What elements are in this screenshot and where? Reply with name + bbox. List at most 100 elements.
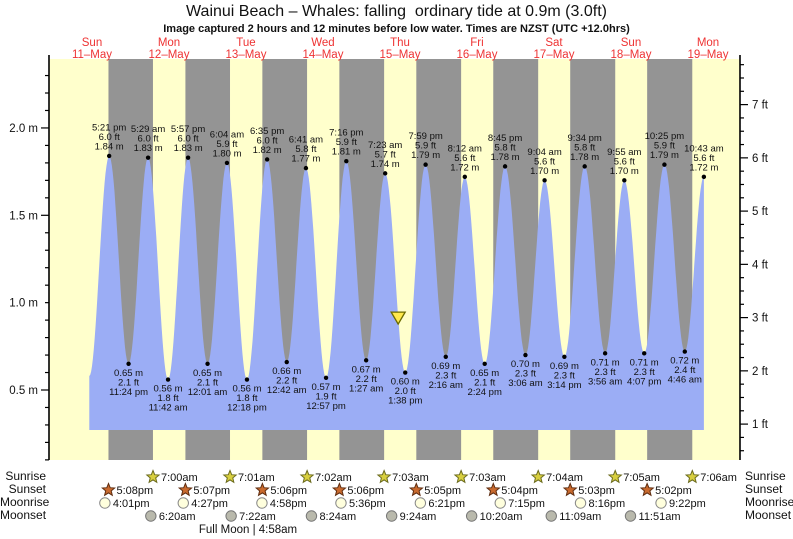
sunrise-row-label-left: Sunrise: [5, 469, 46, 483]
moonset-icon: [465, 510, 478, 522]
sunrise-time: 7:04am: [546, 472, 583, 484]
high-tide-annotation: 6:41 am 5.8 ft 1.77 m: [289, 135, 323, 165]
sunset-time: 5:06pm: [347, 485, 384, 497]
high-tide-annotation: 5:57 pm 6.0 ft 1.83 m: [171, 124, 205, 154]
tide-extreme-dot: [523, 352, 528, 358]
high-tide-annotation: 9:04 am 5.6 ft 1.70 m: [527, 147, 561, 177]
moonrise-icon: [655, 497, 667, 509]
tide-extreme-dot: [205, 361, 210, 366]
tide-extreme-dot: [602, 351, 608, 356]
moonset-time: 11:51am: [639, 511, 681, 523]
tide-extreme-dot: [264, 157, 270, 162]
day-name-label: Fri: [470, 37, 483, 49]
feet-tick-label: 4 ft: [752, 259, 769, 271]
low-tide-annotation: 0.56 m 1.8 ft 12:18 pm: [227, 384, 267, 414]
high-tide-annotation: 7:16 pm 5.9 ft 1.81 m: [329, 128, 363, 158]
moonset-icon: [545, 510, 557, 522]
high-tide-annotation: 7:23 am 5.7 ft 1.74 m: [368, 140, 402, 170]
sunrise-icon: [222, 469, 238, 484]
tide-extreme-dot: [382, 171, 388, 176]
tide-extreme-dot: [502, 164, 508, 169]
moonset-icon: [385, 510, 398, 522]
day-name-label: Sun: [82, 37, 102, 49]
low-tide-annotation: 0.66 m 2.2 ft 12:42 am: [267, 366, 307, 396]
low-tide-annotation: 0.71 m 2.3 ft 4:07 pm: [627, 357, 661, 387]
tide-extreme-dot: [126, 361, 131, 366]
day-date-label: 19–May: [688, 49, 729, 61]
high-tide-annotation: 7:59 pm 5.9 ft 1.79 m: [408, 131, 442, 161]
moonrise-icon: [99, 497, 111, 509]
moonset-time: 7:22am: [239, 511, 276, 523]
feet-tick-label: 7 ft: [752, 100, 769, 112]
high-tide-annotation: 8:12 am 5.6 ft 1.72 m: [448, 143, 482, 173]
sunset-time: 5:06pm: [270, 485, 307, 497]
current-tide-marker-icon: [390, 311, 407, 326]
day-date-label: 18–May: [611, 49, 652, 61]
tide-extreme-dot: [462, 174, 468, 180]
tide-extreme-dot: [323, 375, 329, 380]
low-tide-annotation: 0.56 m 1.8 ft 11:42 am: [149, 384, 188, 414]
high-tide-annotation: 9:55 am 5.6 ft 1.70 m: [607, 147, 641, 177]
day-date-label: 16–May: [457, 49, 498, 61]
tide-extreme-dot: [701, 174, 707, 180]
high-tide-annotation: 8:45 pm 5.8 ft 1.78 m: [488, 133, 522, 163]
low-tide-annotation: 0.69 m 2.3 ft 2:16 am: [429, 361, 463, 391]
moonset-icon: [225, 510, 237, 522]
moonset-icon: [624, 510, 637, 522]
tide-extreme-dot: [244, 377, 250, 382]
sunset-time: 5:08pm: [116, 485, 153, 497]
feet-tick-label: 6 ft: [752, 153, 769, 165]
tide-extreme-dot: [622, 178, 627, 183]
day-date-label: 11–May: [72, 49, 112, 61]
tide-extreme-dot: [482, 361, 487, 366]
page-title: Wainui Beach – Whales: falling ordinary …: [186, 3, 607, 20]
sunset-icon: [485, 482, 501, 497]
low-tide-annotation: 0.57 m 1.9 ft 12:57 pm: [306, 382, 346, 412]
moonrise-time: 5:36pm: [349, 498, 386, 510]
moonset-time: 8:24am: [319, 511, 356, 523]
moonset-row-label-right: Moonset: [745, 508, 792, 522]
sunrise-row-label-right: Sunrise: [745, 469, 786, 483]
sunset-time: 5:03pm: [578, 485, 615, 497]
moonrise-time: 9:22pm: [669, 498, 706, 510]
tide-extreme-dot: [145, 155, 151, 160]
sunrise-time: 7:01am: [238, 472, 275, 484]
sunrise-icon: [607, 469, 623, 484]
sunset-icon: [562, 482, 578, 497]
low-tide-annotation: 0.72 m 2.4 ft 4:46 am: [668, 356, 702, 386]
meter-tick-label: 1.0 m: [9, 298, 38, 310]
low-tide-annotation: 0.71 m 2.3 ft 3:56 am: [588, 357, 622, 387]
sunrise-icon: [453, 469, 469, 484]
feet-tick-label: 2 ft: [752, 366, 769, 378]
moonset-time: 9:24am: [400, 511, 437, 523]
sunrise-time: 7:06am: [700, 472, 737, 484]
tide-extreme-dot: [363, 358, 369, 363]
high-tide-annotation: 5:21 pm 6.0 ft 1.84 m: [92, 122, 126, 152]
sunset-time: 5:07pm: [193, 485, 230, 497]
feet-tick-label: 5 ft: [752, 206, 769, 218]
moonset-icon: [305, 510, 318, 522]
low-tide-annotation: 0.69 m 2.3 ft 3:14 pm: [547, 361, 581, 391]
moonset-icon: [145, 510, 157, 522]
day-date-label: 12–May: [149, 49, 190, 61]
sunset-icon: [254, 482, 270, 497]
moonrise-icon: [256, 497, 268, 509]
meter-tick-label: 1.5 m: [9, 210, 38, 222]
low-tide-annotation: 0.67 m 2.2 ft 1:27 am: [349, 364, 383, 394]
moonrise-icon: [494, 497, 506, 509]
low-tide-annotation: 0.65 m 2.1 ft 2:24 pm: [468, 368, 502, 398]
tide-extreme-dot: [403, 370, 408, 375]
moonrise-time: 4:01pm: [113, 498, 150, 510]
page-subtitle: Image captured 2 hours and 12 minutes be…: [163, 23, 630, 35]
tide-extreme-dot: [344, 158, 349, 164]
tide-extreme-dot: [185, 155, 191, 160]
high-tide-annotation: 10:25 pm 5.9 ft 1.79 m: [645, 131, 685, 161]
sunrise-icon: [299, 469, 315, 484]
meter-tick-label: 0.5 m: [9, 385, 38, 397]
tide-extreme-dot: [303, 165, 309, 171]
moonrise-time: 7:15pm: [508, 498, 545, 510]
high-tide-annotation: 6:35 pm 6.0 ft 1.82 m: [250, 126, 284, 156]
tide-extreme-dot: [423, 162, 428, 167]
meter-tick-label: 2.0 m: [9, 123, 38, 135]
moonrise-icon: [414, 497, 427, 509]
